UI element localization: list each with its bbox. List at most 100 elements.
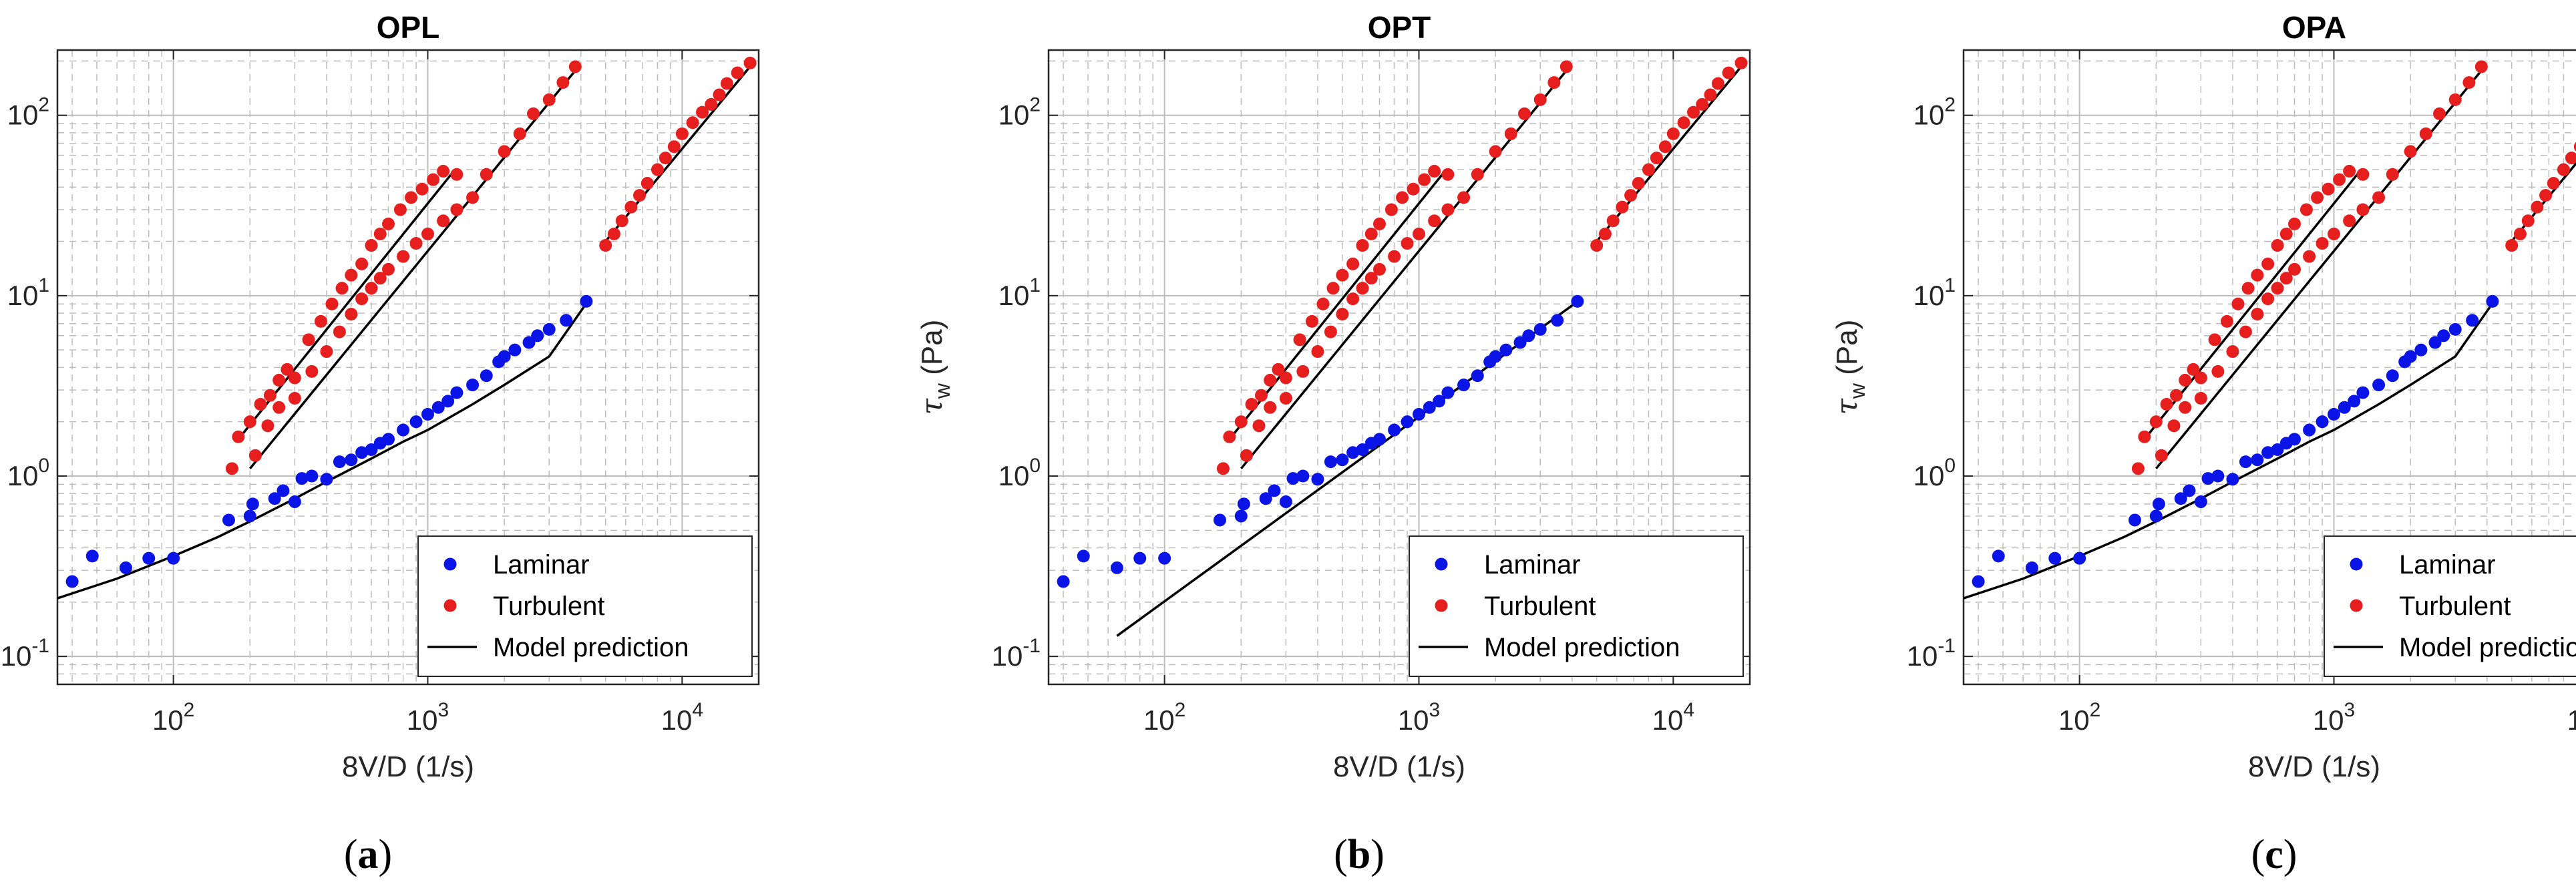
y-tick-label: 10-1 [1907,635,1956,672]
turbulent-point [1606,214,1620,228]
y-tick-exponent: -1 [31,635,49,657]
turbulent-point [2169,389,2183,402]
laminar-point [1513,336,1527,349]
turbulent-point [421,227,434,240]
turbulent-point [2138,430,2151,443]
turbulent-point [1677,116,1690,130]
laminar-point [1412,408,1425,421]
turbulent-point [2356,203,2370,216]
laminar-point [560,314,573,327]
turbulent-point [2531,200,2544,214]
turbulent-point [2131,462,2145,475]
laminar-point [2404,350,2417,363]
x-tick-base: 10 [152,704,184,736]
turbulent-point [599,239,612,252]
turbulent-point [263,389,277,402]
legend: Laminar Turbulent Model prediction [417,535,753,677]
turbulent-point [675,127,689,140]
turbulent-point [2303,250,2316,263]
laminar-point [2128,513,2141,527]
y-tick-label: 10-1 [992,635,1041,672]
laminar-point [1373,433,1387,446]
turbulent-point [405,191,418,204]
turbulent-point [1407,182,1420,196]
laminar-point [355,446,369,459]
turbulent-point [1296,365,1310,378]
turbulent-point [1624,189,1638,202]
turbulent-point [1650,152,1663,165]
turbulent-point [288,391,301,405]
laminar-point [1522,329,1535,343]
turbulent-point [2513,227,2527,240]
turbulent-point [2433,107,2446,120]
y-tick-exponent: 2 [1029,94,1041,116]
x-tick-label: 104 [1652,699,1694,736]
turbulent-point [1216,462,1230,475]
turbulent-point [2251,268,2264,282]
laminar-point [246,497,259,511]
turbulent-point [1412,227,1425,240]
laminar-point [1423,401,1436,414]
turbulent-point [355,257,369,270]
y-tick-exponent: 2 [1944,94,1956,116]
turbulent-point [1401,237,1414,250]
turbulent-point [720,77,733,90]
turbulent-point [281,363,294,376]
laminar-point [295,472,309,485]
turbulent-point [713,88,726,101]
turbulent-point [527,107,540,120]
turbulent-point [1666,127,1680,140]
y-label-unit: (Pa) [916,320,948,383]
laminar-point [522,336,536,349]
y-tick-label: 102 [998,94,1041,131]
turbulent-point [1364,272,1378,285]
legend-box [417,535,753,677]
turbulent-point [345,308,358,321]
turbulent-point [1722,66,1735,79]
turbulent-point [373,272,387,285]
turbulent-point [1356,282,1369,295]
laminar-point [243,509,256,523]
turbulent-point [248,449,262,462]
y-tick-label: 100 [7,455,49,491]
y-tick-label: 101 [1913,274,1956,311]
turbulent-point [2261,257,2275,270]
turbulent-point [2299,203,2313,216]
laminar-point [222,513,235,527]
turbulent-point [1346,257,1360,270]
x-tick-base: 10 [661,704,693,736]
panel-caption: (b) [1334,832,1385,877]
turbulent-point [1279,391,1292,405]
laminar-point [1324,455,1337,469]
turbulent-point [1734,56,1748,69]
laminar-point [2316,415,2329,429]
turbulent-point [1418,173,1431,186]
laminar-point [1433,395,1446,408]
axes-frame [1047,49,1751,686]
laminar-point [580,294,593,308]
legend-marker [443,557,457,571]
x-axis-label: 8V/D (1/s) [2248,750,2380,783]
y-tick-exponent: 1 [1029,274,1041,296]
turbulent-point [2333,173,2346,186]
y-tick-base: 10 [1,640,32,672]
laminar-point [2338,401,2351,414]
turbulent-point [2167,419,2181,433]
y-tick-label: 100 [998,455,1041,491]
turbulent-point [1687,105,1700,119]
turbulent-point [667,140,681,154]
y-tick-exponent: -1 [1938,635,1956,657]
laminar-point [1268,484,1281,497]
x-axis-label: 8V/D (1/s) [1333,750,1465,783]
turbulent-point [261,419,274,433]
turbulent-point [2474,60,2488,73]
legend-label: Laminar [493,550,590,580]
turbulent-point [320,345,333,359]
turbulent-point [1642,163,1655,176]
turbulent-point [1373,262,1387,276]
laminar-point [1237,497,1250,511]
y-tick-base: 10 [1913,99,1945,131]
turbulent-point [1388,250,1401,263]
laminar-point [1057,575,1070,588]
